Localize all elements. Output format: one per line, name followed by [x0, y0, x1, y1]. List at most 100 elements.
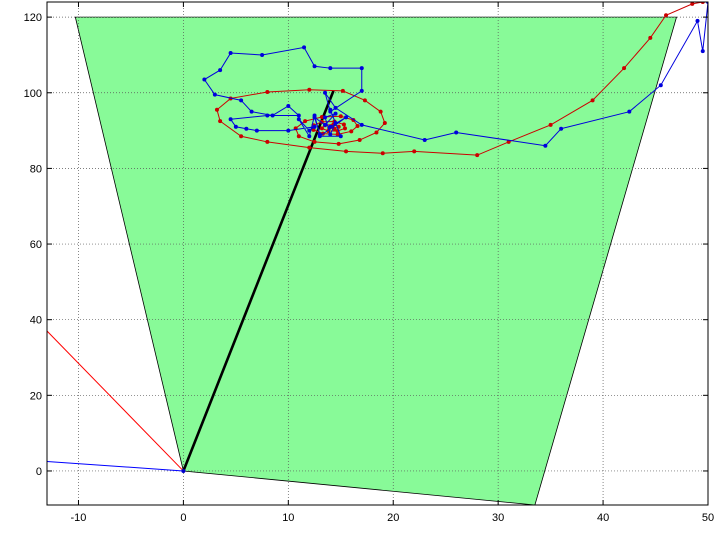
series-point: [338, 134, 343, 139]
series-point: [328, 124, 333, 129]
y-tick-label: 0: [36, 466, 42, 478]
series-point: [338, 114, 343, 119]
reference-line: [47, 461, 184, 472]
x-tick-label: 50: [702, 512, 714, 524]
series-point: [341, 122, 346, 127]
x-tick-label: 40: [597, 512, 609, 524]
series-point: [233, 124, 238, 129]
series-point: [312, 115, 317, 120]
series-point: [254, 128, 259, 133]
series-point: [380, 151, 385, 156]
series-point: [627, 109, 632, 114]
series-point: [344, 149, 349, 154]
x-tick-label: -10: [71, 512, 87, 524]
blue-trajectory: [202, 2, 708, 148]
series-point: [359, 66, 364, 71]
series-point: [228, 51, 233, 56]
y-tick-label: 80: [30, 163, 42, 175]
y-tick-label: 60: [30, 239, 42, 251]
series-point: [648, 35, 653, 40]
series-point: [319, 114, 324, 119]
series-point: [412, 149, 417, 154]
series-point: [260, 52, 265, 57]
series-point: [700, 49, 705, 54]
series-point: [362, 98, 367, 103]
series-point: [349, 129, 354, 134]
y-tick-label: 20: [30, 390, 42, 402]
series-point: [454, 130, 459, 135]
series-point: [342, 126, 347, 131]
series-point: [239, 134, 244, 139]
series-point: [312, 124, 317, 129]
series-point: [543, 143, 548, 148]
series-point: [664, 13, 669, 18]
series-point: [333, 105, 338, 110]
series-point: [239, 98, 244, 103]
series-point: [296, 113, 301, 118]
series-point: [218, 68, 223, 73]
series-point: [323, 90, 328, 95]
series-point: [307, 87, 312, 92]
x-tick-label: 20: [387, 512, 399, 524]
x-tick-label: 10: [282, 512, 294, 524]
series-point: [590, 98, 595, 103]
series-point: [249, 109, 254, 114]
series-point: [336, 141, 341, 146]
series-point: [302, 45, 307, 50]
series-point: [265, 113, 270, 118]
reference-line: [182, 90, 335, 472]
series-point: [328, 107, 333, 112]
series-point: [690, 2, 695, 6]
series-point: [355, 124, 360, 129]
x-tick-label: 0: [180, 512, 186, 524]
origin-marker: [181, 468, 186, 473]
series-point: [296, 134, 301, 139]
series-point: [218, 119, 223, 124]
axes-frame: [46, 1, 709, 506]
red-trajectory: [214, 2, 705, 158]
series-point: [374, 130, 379, 135]
series-point: [378, 109, 383, 114]
series-point: [270, 113, 275, 118]
series-point: [382, 121, 387, 126]
series-point: [422, 138, 427, 143]
series-point: [286, 104, 291, 109]
series-point: [307, 134, 312, 139]
series-point: [323, 122, 328, 127]
series-point: [359, 122, 364, 127]
series-point: [559, 126, 564, 131]
y-tick-label: 40: [30, 315, 42, 327]
series-point: [328, 132, 333, 137]
series-point: [244, 126, 249, 131]
series-point: [506, 139, 511, 144]
series-point: [335, 132, 340, 137]
series-point: [202, 77, 207, 82]
series-point: [307, 145, 312, 150]
series-point: [312, 139, 317, 144]
x-tick-label: 30: [492, 512, 504, 524]
series-point: [344, 115, 349, 120]
y-tick-label: 120: [24, 12, 42, 24]
series-point: [323, 115, 328, 120]
series-point: [328, 66, 333, 71]
series-point: [658, 83, 663, 88]
series-point: [265, 90, 270, 95]
series-point: [548, 122, 553, 127]
series-point: [228, 117, 233, 122]
series-point: [319, 126, 324, 131]
series-point: [340, 88, 345, 93]
series-point: [286, 128, 291, 133]
series-point: [214, 107, 219, 112]
series-point: [303, 119, 308, 124]
series-point: [312, 64, 317, 69]
series-point: [265, 139, 270, 144]
grid: [47, 2, 709, 505]
series-point: [212, 92, 217, 97]
series-point: [296, 117, 301, 122]
series-point: [695, 18, 700, 23]
y-axis-ticks: 0 20 40 60 80 100 120: [24, 12, 708, 478]
series-point: [307, 128, 312, 133]
reference-lines: [47, 90, 335, 473]
trajectory-series: [202, 2, 708, 158]
